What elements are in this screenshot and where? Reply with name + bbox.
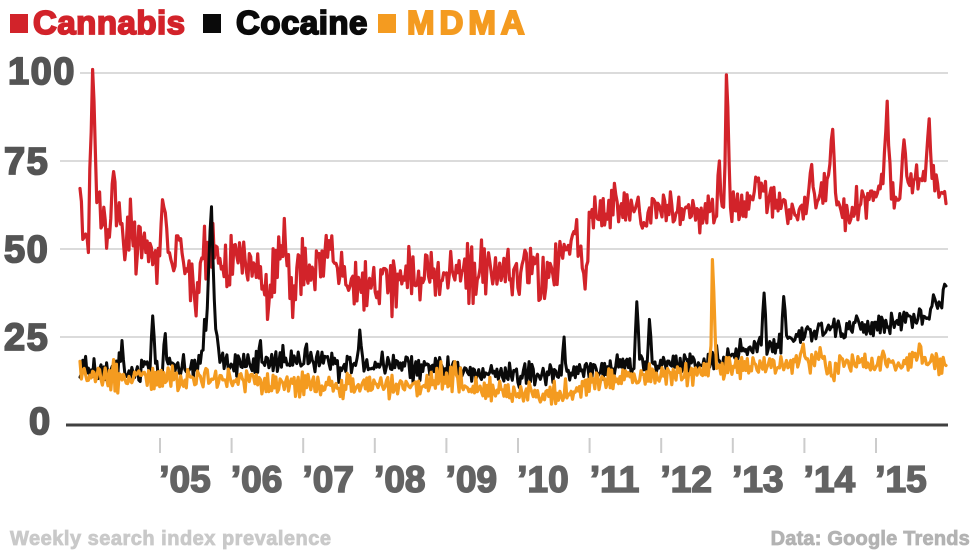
svg-text:’07: ’07 (302, 459, 353, 500)
svg-text:’10: ’10 (517, 459, 568, 500)
svg-text:Weekly search index prevalence: Weekly search index prevalence (10, 528, 331, 550)
svg-text:’12: ’12 (660, 459, 711, 500)
svg-text:MDMA: MDMA (407, 4, 530, 41)
svg-text:’11: ’11 (590, 459, 639, 500)
svg-text:50: 50 (4, 229, 49, 271)
svg-text:Data: Google Trends: Data: Google Trends (771, 528, 970, 550)
svg-text:Cannabis: Cannabis (33, 4, 186, 41)
svg-text:0: 0 (29, 401, 52, 443)
svg-text:’08: ’08 (374, 459, 425, 500)
svg-text:100: 100 (8, 51, 76, 93)
svg-text:25: 25 (4, 317, 49, 359)
svg-text:’05: ’05 (159, 459, 210, 500)
svg-text:’06: ’06 (231, 459, 282, 500)
svg-text:’15: ’15 (875, 459, 926, 500)
svg-text:75: 75 (4, 141, 49, 183)
svg-text:’14: ’14 (804, 459, 856, 500)
svg-text:’13: ’13 (732, 459, 783, 500)
svg-text:’09: ’09 (446, 459, 497, 500)
svg-text:Cocaine: Cocaine (236, 4, 368, 41)
